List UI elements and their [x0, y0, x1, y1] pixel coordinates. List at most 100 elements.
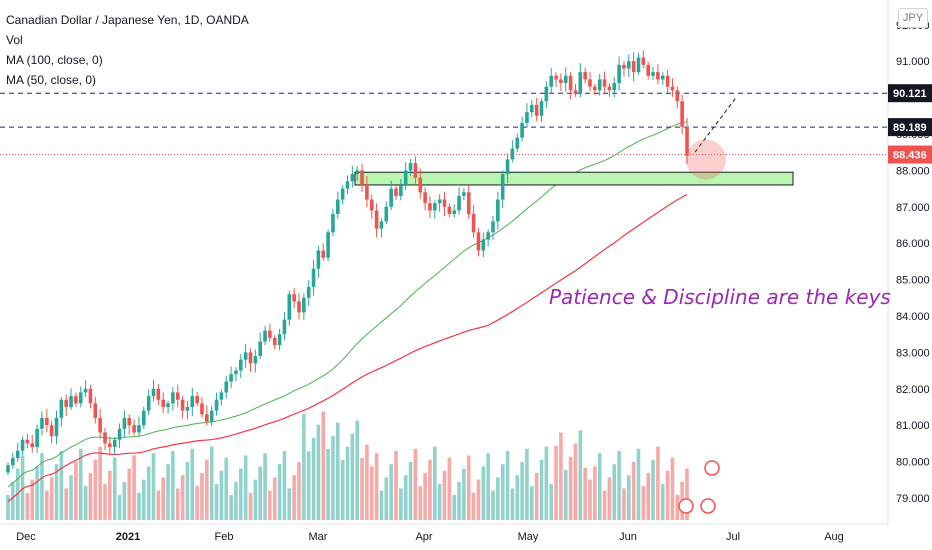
candle-body — [379, 221, 384, 229]
volume-bar — [510, 488, 515, 520]
candle-body — [103, 432, 107, 444]
candle-body — [510, 148, 515, 160]
volume-bar — [30, 479, 35, 520]
candle-body — [588, 79, 592, 87]
price-tick-label: 79.000 — [896, 493, 930, 505]
volume-bar — [122, 481, 127, 520]
volume-bar — [607, 477, 612, 520]
price-tick-label: 82.000 — [896, 384, 930, 396]
volume-bar — [505, 451, 510, 520]
volume-bar — [69, 475, 73, 520]
volume-bar — [282, 451, 287, 520]
volume-bar — [74, 462, 78, 520]
volume-bar — [195, 486, 199, 520]
candle-body — [175, 392, 180, 400]
candle-body — [171, 392, 175, 404]
price-tick-label: 87.000 — [896, 202, 930, 214]
time-tick-label: Jul — [726, 531, 740, 543]
candle-body — [476, 232, 481, 251]
price-tick-label: 85.000 — [896, 275, 930, 287]
volume-bar — [544, 446, 549, 520]
volume-bar — [175, 488, 180, 520]
price-tick-label: 81.000 — [896, 420, 930, 432]
candle-body — [471, 214, 476, 233]
support-zone — [354, 171, 794, 186]
candle-body — [151, 388, 156, 397]
candle-body — [466, 192, 471, 215]
symbol-title[interactable]: Canadian Dollar / Japanese Yen, 1D, OAND… — [6, 13, 249, 27]
volume-bars — [6, 411, 689, 520]
candle-body — [559, 79, 563, 84]
candle-body — [268, 330, 272, 338]
ma50-indicator[interactable]: MA (50, close, 0) — [6, 73, 97, 87]
candle-body — [520, 123, 524, 138]
volume-bar — [636, 448, 641, 520]
candle-body — [326, 232, 330, 258]
volume-bar — [171, 451, 175, 520]
candle-body — [631, 61, 636, 73]
volume-bar — [311, 438, 316, 520]
volume-bar — [88, 473, 93, 520]
annotation-text: Patience & Discipline are the keys — [549, 285, 891, 309]
volume-bar — [45, 490, 49, 520]
candle-body — [83, 388, 88, 393]
volume-bar — [597, 453, 602, 520]
ma100-indicator[interactable]: MA (100, close, 0) — [6, 53, 103, 67]
price-label-text: 88.436 — [893, 150, 927, 162]
volume-bar — [408, 462, 413, 520]
candle-body — [132, 425, 136, 433]
volume-bar — [49, 477, 54, 520]
projection-line — [694, 97, 737, 153]
volume-bar — [665, 470, 670, 520]
volume-bar — [554, 445, 558, 520]
volume-bar — [190, 448, 195, 520]
currency-badge[interactable]: JPY — [898, 8, 928, 28]
volume-bar — [384, 477, 389, 520]
time-tick-label: Aug — [824, 531, 844, 543]
candle-body — [137, 425, 141, 433]
candle-body — [161, 399, 165, 407]
horizontal-lines — [0, 92, 888, 156]
candle-body — [369, 199, 374, 211]
volume-bar — [627, 475, 631, 520]
candle-body — [486, 232, 490, 240]
candle-body — [399, 184, 403, 196]
candle-body — [462, 192, 466, 196]
candle-body — [646, 64, 650, 76]
volume-bar — [471, 492, 476, 520]
volume-indicator[interactable]: Vol — [6, 33, 23, 47]
volume-bar — [345, 446, 350, 520]
candle-body — [544, 86, 549, 102]
candle-body — [258, 341, 262, 357]
volume-bar — [602, 490, 607, 520]
time-tick-label: 2021 — [116, 531, 140, 543]
candle-body — [88, 388, 93, 404]
price-tick-label: 80.000 — [896, 457, 930, 469]
volume-bar — [98, 446, 102, 520]
candle-body — [408, 163, 413, 171]
legend: Canadian Dollar / Japanese Yen, 1D, OAND… — [6, 10, 249, 90]
candle-body — [593, 86, 597, 91]
candle-body — [384, 206, 389, 222]
candle-body — [69, 396, 73, 407]
volume-bar — [6, 495, 10, 520]
candle-body — [534, 104, 539, 116]
volume-bar — [64, 488, 68, 520]
candle-body — [665, 75, 670, 87]
candle-body — [656, 72, 660, 80]
projection-arrow — [694, 97, 737, 153]
candle-body — [6, 465, 10, 473]
candle-body — [292, 294, 296, 302]
candle-body — [452, 210, 456, 215]
candle-body — [530, 104, 534, 113]
candle-body — [287, 294, 292, 320]
volume-bar — [156, 490, 161, 520]
time-tick-label: Dec — [16, 531, 36, 543]
volume-bar — [108, 470, 112, 520]
candle-body — [248, 352, 253, 364]
volume-bar — [631, 462, 636, 520]
volume-bar — [578, 430, 583, 520]
candle-body — [224, 381, 229, 393]
volume-bar — [534, 473, 539, 520]
